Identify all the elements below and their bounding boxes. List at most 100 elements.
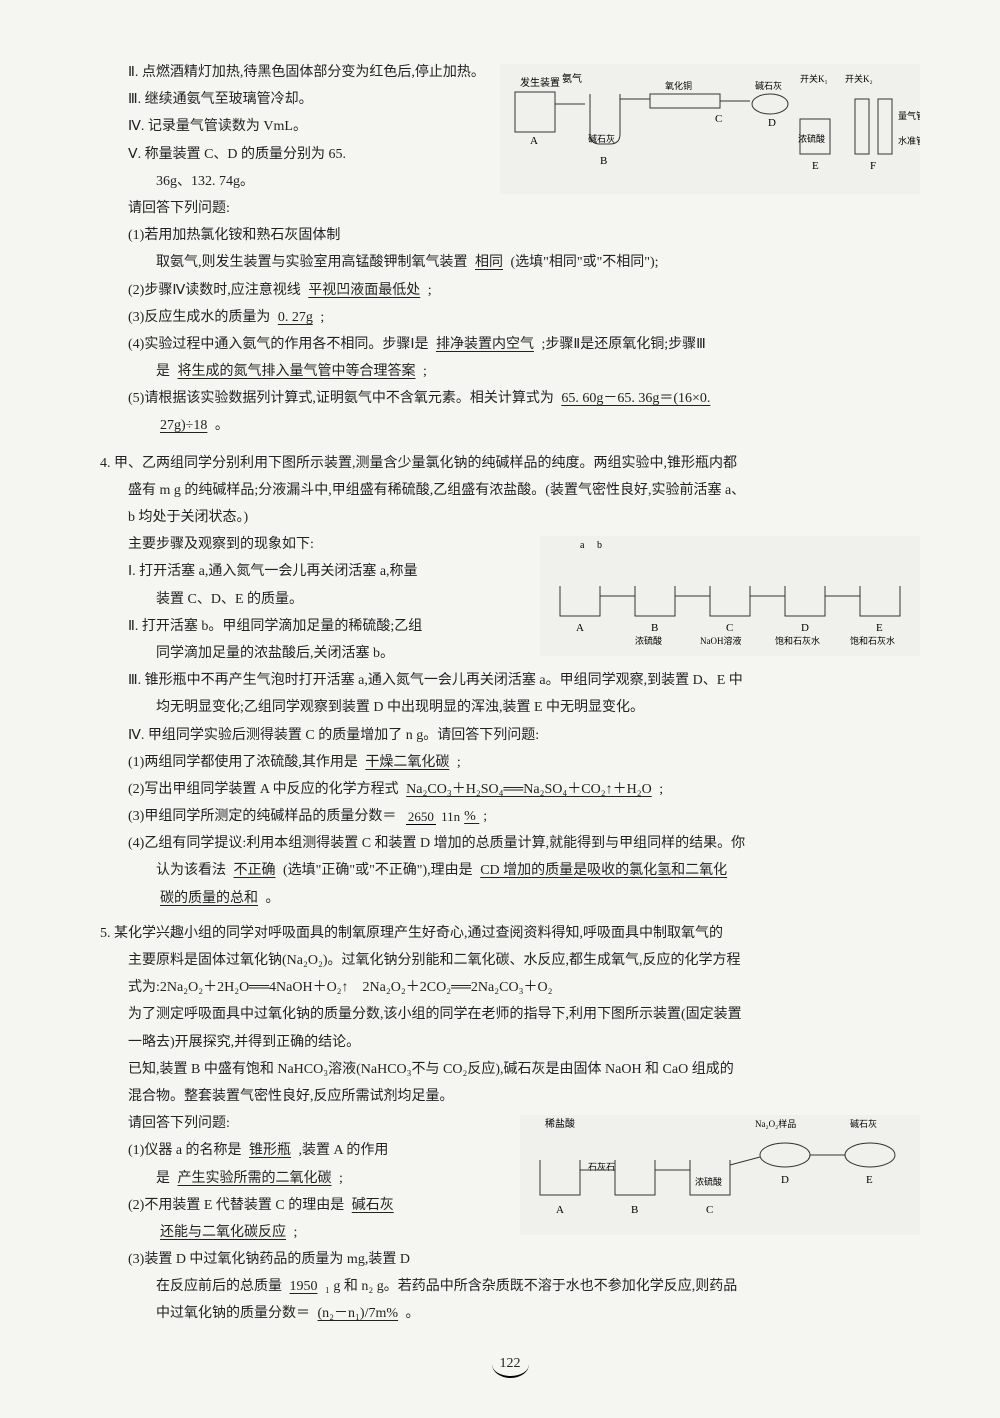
q5-known-a: 已知,装置 B 中盛有饱和 NaHCO₃溶液(NaHCO₃不与 CO₂反应),碱… bbox=[100, 1057, 920, 1082]
q4-p3-den: 11n bbox=[439, 809, 462, 824]
q5-intro-a: 5. 某化学兴趣小组的同学对呼吸面具的制氧原理产生好奇心,通过查阅资料得知,呼吸… bbox=[100, 921, 920, 946]
q3-p4c-text: 是 bbox=[156, 364, 170, 379]
q5-p1-ans1: 锥形瓶 bbox=[245, 1143, 295, 1158]
q4-diagram: a b A B C D E 浓硫酸 NaOH溶液 饱和石灰水 饱和石灰水 bbox=[540, 536, 920, 656]
svg-text:稀盐酸: 稀盐酸 bbox=[545, 1117, 575, 1130]
q3-p2: (2)步骤Ⅳ读数时,应注意视线 平视凹液面最低处 ; bbox=[100, 278, 920, 303]
svg-text:B: B bbox=[651, 622, 658, 634]
svg-text:NaOH溶液: NaOH溶液 bbox=[700, 635, 742, 646]
q4-s4: Ⅳ. 甲组同学实验后测得装置 C 的质量增加了 n g。请回答下列问题: bbox=[100, 723, 920, 748]
svg-text:开关K₁: 开关K₁ bbox=[800, 73, 828, 84]
svg-text:Na₂O₂样品: Na₂O₂样品 bbox=[755, 1118, 796, 1129]
svg-text:b: b bbox=[597, 540, 602, 551]
q4-s3a: Ⅲ. 锥形瓶中不再产生气泡时打开活塞 a,通入氮气一会儿再关闭活塞 a。甲组同学… bbox=[100, 668, 920, 693]
q4-s3b: 均无明显变化;乙组同学观察到装置 D 中出现明显的浑浊,装置 E 中无明显变化。 bbox=[100, 695, 920, 720]
q4-p3-answer: 2650 11n % bbox=[400, 809, 483, 824]
q3-apparatus-svg: 发生装置 A 氨气 B 碱石灰 氧化铜 C 碱石灰 D 开关K₁ 开关K₂ 浓硫… bbox=[500, 64, 920, 194]
svg-text:C: C bbox=[726, 622, 733, 634]
q3-p2a-text: (2)步骤Ⅳ读数时,应注意视线 bbox=[128, 283, 301, 298]
q5-p1c-text: 是 bbox=[156, 1171, 170, 1186]
q4-p2a-text: (2)写出甲组同学装置 A 中反应的化学方程式 bbox=[128, 782, 399, 797]
q3-p1-line1: (1)若用加热氯化铵和熟石灰固体制 bbox=[100, 223, 920, 248]
q4-p3b-text: ; bbox=[483, 809, 487, 824]
q4-p1: (1)两组同学都使用了浓硫酸,其作用是 干燥二氧化碳 ; bbox=[100, 750, 920, 775]
svg-text:碱石灰: 碱石灰 bbox=[755, 80, 782, 91]
q3-p4b-text: ;步骤Ⅱ是还原氧化铜;步骤Ⅲ bbox=[541, 337, 705, 352]
q5-p3b2-text: ₁ g 和 n₂ g。若药品中所含杂质既不溶于水也不参加化学反应,则药品 bbox=[325, 1279, 737, 1294]
q5-p2-ans-b: 还能与二氧化碳反应 bbox=[156, 1225, 290, 1240]
q5-intro-c: 式为:2Na₂O₂＋2H₂O══4NaOH＋O₂↑ 2Na₂O₂＋2CO₂══2… bbox=[100, 975, 920, 1000]
q4-p1a-text: (1)两组同学都使用了浓硫酸,其作用是 bbox=[128, 755, 358, 770]
q3-p4a-text: (4)实验过程中通入氨气的作用各不相同。步骤Ⅰ是 bbox=[128, 337, 428, 352]
svg-text:氨气: 氨气 bbox=[562, 72, 582, 85]
q3-p5-ans-b: 27g)÷18 bbox=[156, 418, 211, 433]
q3-p5-line1: (5)请根据该实验数据列计算式,证明氨气中不含氧元素。相关计算式为 65. 60… bbox=[100, 386, 920, 411]
q3-p3-answer: 0. 27g bbox=[274, 310, 317, 325]
q3-p5b-text: 。 bbox=[215, 418, 229, 433]
q4-p3-num: 2650 bbox=[406, 809, 436, 825]
q3-p1-answer: 相同 bbox=[471, 255, 507, 270]
q3-p4-ans1: 排净装置内空气 bbox=[432, 337, 538, 352]
q4-p4c-text: (选填"正确"或"不正确"),理由是 bbox=[283, 863, 473, 878]
q4-p4-line1: (4)乙组有同学提议:利用本组测得装置 C 和装置 D 增加的总质量计算,就能得… bbox=[100, 831, 920, 856]
svg-text:E: E bbox=[876, 622, 883, 634]
q5-p3-line1: (3)装置 D 中过氧化钠药品的质量为 mg,装置 D bbox=[100, 1247, 920, 1272]
page-number-value: 122 bbox=[492, 1351, 529, 1378]
q5-p2-ans-a: 碱石灰 bbox=[348, 1198, 398, 1213]
q4-p2: (2)写出甲组同学装置 A 中反应的化学方程式 Na₂CO₃＋H₂SO₄══Na… bbox=[100, 777, 920, 802]
q5-p3d-text: 。 bbox=[406, 1306, 420, 1321]
q4-intro-b: 盛有 m g 的纯碱样品;分液漏斗中,甲组盛有稀硫酸,乙组盛有浓盐酸。(装置气密… bbox=[100, 478, 920, 503]
svg-text:发生装置: 发生装置 bbox=[520, 76, 560, 89]
q3-p4d-text: ; bbox=[423, 364, 427, 379]
q5-known-b: 混合物。整套装置气密性良好,反应所需试剂均足量。 bbox=[100, 1084, 920, 1109]
q4-intro-a: 4. 甲、乙两组同学分别利用下图所示装置,测量含少量氯化钠的纯碱样品的纯度。两组… bbox=[100, 451, 920, 476]
q5-p3-line2: 在反应前后的总质量 1950 ₁ g 和 n₂ g。若药品中所含杂质既不溶于水也… bbox=[100, 1274, 920, 1299]
svg-text:D: D bbox=[768, 117, 776, 129]
svg-text:碱石灰: 碱石灰 bbox=[588, 133, 615, 144]
svg-text:氧化铜: 氧化铜 bbox=[665, 80, 692, 91]
svg-text:a: a bbox=[580, 540, 585, 551]
q3-p3a-text: (3)反应生成水的质量为 bbox=[128, 310, 270, 325]
svg-text:A: A bbox=[530, 135, 538, 147]
page-number: 122 bbox=[100, 1351, 920, 1378]
svg-text:量气管: 量气管 bbox=[898, 110, 920, 121]
q3-p4-line2: 是 将生成的氮气排入量气管中等合理答案 ; bbox=[100, 359, 920, 384]
q5-p2a-text: (2)不用装置 E 代替装置 C 的理由是 bbox=[128, 1198, 344, 1213]
q5-p3-ans2: (n₂－n₁)/7m% bbox=[314, 1306, 403, 1321]
q4-p4-ans2b: 碳的质量的总和 bbox=[156, 891, 262, 906]
q4-p3: (3)甲组同学所测定的纯碱样品的质量分数＝ 2650 11n % ; bbox=[100, 804, 920, 829]
q4-p4d-text: 。 bbox=[266, 891, 280, 906]
q4-p4-ans2a: CD 增加的质量是吸收的氯化氢和二氧化 bbox=[476, 863, 731, 878]
svg-text:B: B bbox=[600, 155, 607, 167]
svg-text:F: F bbox=[870, 160, 876, 172]
q4-p2b-text: ; bbox=[659, 782, 663, 797]
q4-p4-line2: 认为该看法 不正确 (选填"正确"或"不正确"),理由是 CD 增加的质量是吸收… bbox=[100, 858, 920, 883]
q3-p4-line1: (4)实验过程中通入氨气的作用各不相同。步骤Ⅰ是 排净装置内空气 ;步骤Ⅱ是还原… bbox=[100, 332, 920, 357]
svg-text:水准管: 水准管 bbox=[898, 135, 920, 146]
q4-p4b-text: 认为该看法 bbox=[156, 863, 226, 878]
q5-p1d-text: ; bbox=[339, 1171, 343, 1186]
svg-text:饱和石灰水: 饱和石灰水 bbox=[850, 635, 895, 646]
q3-p1-line2: 取氨气,则发生装置与实验室用高锰酸钾制氧气装置 相同 (选填"相同"或"不相同"… bbox=[100, 250, 920, 275]
q5-p3-ans1: 1950 bbox=[286, 1279, 322, 1294]
svg-text:D: D bbox=[801, 622, 809, 634]
q3-diagram: 发生装置 A 氨气 B 碱石灰 氧化铜 C 碱石灰 D 开关K₁ 开关K₂ 浓硫… bbox=[500, 64, 920, 194]
q5-intro-d: 为了测定呼吸面具中过氧化钠的质量分数,该小组的同学在老师的指导下,利用下图所示装… bbox=[100, 1002, 920, 1027]
svg-text:E: E bbox=[866, 1174, 873, 1186]
svg-text:浓硫酸: 浓硫酸 bbox=[695, 1176, 722, 1187]
q5-intro-b: 主要原料是固体过氧化钠(Na₂O₂)。过氧化钠分别能和二氧化碳、水反应,都生成氧… bbox=[100, 948, 920, 973]
q5-p1a-text: (1)仪器 a 的名称是 bbox=[128, 1143, 242, 1158]
svg-text:E: E bbox=[812, 160, 819, 172]
svg-text:A: A bbox=[576, 622, 584, 634]
q4-p3-fraction: 2650 11n bbox=[404, 810, 464, 824]
q4-p1-answer: 干燥二氧化碳 bbox=[361, 755, 453, 770]
q5-p1-ans2: 产生实验所需的二氧化碳 bbox=[174, 1171, 336, 1186]
svg-text:浓硫酸: 浓硫酸 bbox=[635, 635, 662, 646]
q3-p1b-text: 取氨气,则发生装置与实验室用高锰酸钾制氧气装置 bbox=[156, 255, 468, 270]
q4-intro-c: b 均处于关闭状态。) bbox=[100, 505, 920, 530]
q4-p3-unit: % bbox=[464, 809, 476, 824]
svg-text:B: B bbox=[631, 1204, 638, 1216]
q4-p2-answer: Na₂CO₃＋H₂SO₄══Na₂SO₄＋CO₂↑＋H₂O bbox=[402, 782, 656, 797]
q3-prompt: 请回答下列问题: bbox=[100, 196, 920, 221]
q5-p3b-text: 在反应前后的总质量 bbox=[156, 1279, 282, 1294]
